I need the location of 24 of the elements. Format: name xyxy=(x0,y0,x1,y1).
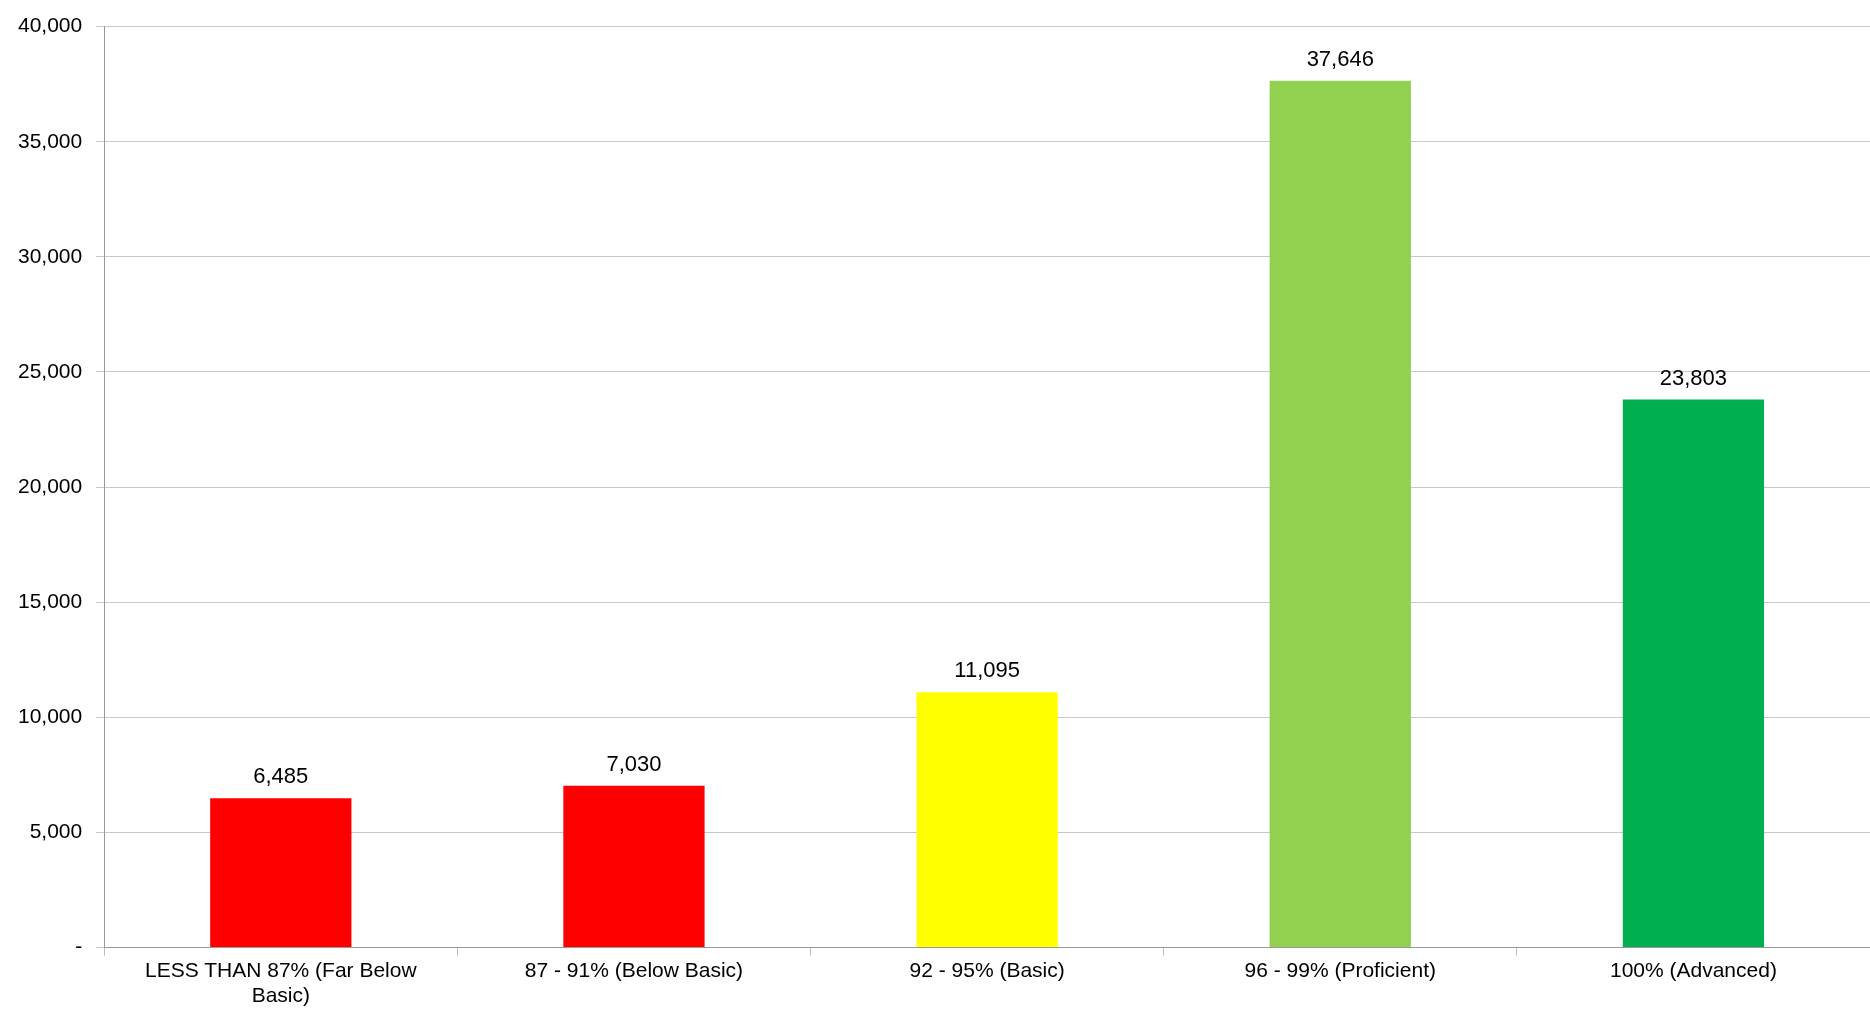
x-tick-label: 100% (Advanced) xyxy=(1609,958,1777,981)
x-tick-label: 96 - 99% (Proficient) xyxy=(1244,958,1436,981)
y-tick-label: - xyxy=(75,934,83,958)
y-tick-label: 25,000 xyxy=(18,358,83,382)
y-tick-label: 10,000 xyxy=(18,704,83,728)
y-tick-label: 30,000 xyxy=(18,243,83,267)
y-tick-label: 5,000 xyxy=(29,819,83,843)
x-tick-label: 92 - 95% (Basic) xyxy=(909,958,1065,981)
x-tick-label: LESS THAN 87% (Far Below Basic) xyxy=(145,958,418,1007)
data-label: 23,803 xyxy=(1659,364,1728,390)
y-tick-label: 15,000 xyxy=(18,589,83,613)
data-label: 37,646 xyxy=(1306,45,1374,71)
bar xyxy=(210,798,352,948)
data-label: 7,030 xyxy=(606,750,662,776)
data-label: 11,095 xyxy=(954,657,1020,683)
bar xyxy=(1622,399,1765,948)
y-tick-label: 35,000 xyxy=(18,128,83,152)
data-label: 6,485 xyxy=(253,763,309,789)
bar xyxy=(1269,80,1411,948)
y-tick-label: 40,000 xyxy=(18,13,83,37)
bar xyxy=(563,785,705,948)
y-tick-label: 20,000 xyxy=(18,473,83,497)
bar xyxy=(916,692,1058,948)
x-tick-label: 87 - 91% (Below Basic) xyxy=(524,958,744,981)
